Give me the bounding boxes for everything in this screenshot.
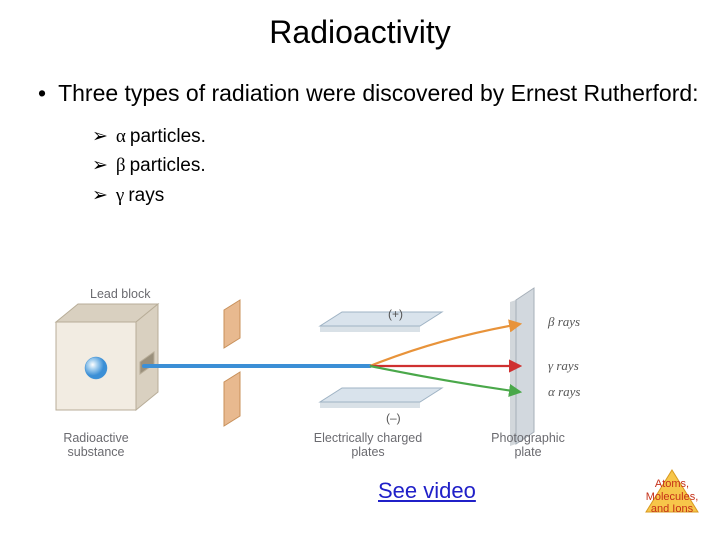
svg-text:Lead block: Lead block (90, 287, 151, 301)
beta-text: particles. (130, 151, 206, 180)
svg-text:β rays: β rays (547, 314, 580, 329)
chevron-icon: ➢ (92, 122, 108, 151)
svg-text:plate: plate (514, 445, 541, 459)
beta-symbol: β (116, 151, 126, 180)
sub-bullet-alpha: ➢ α particles. (92, 122, 720, 151)
main-bullet: • Three types of radiation were discovere… (38, 79, 720, 108)
svg-text:plates: plates (351, 445, 384, 459)
chevron-icon: ➢ (92, 151, 108, 180)
footer-line1: Atoms, (636, 478, 708, 491)
svg-text:Photographic: Photographic (491, 431, 565, 445)
svg-text:Electrically charged: Electrically charged (314, 431, 422, 445)
chevron-icon: ➢ (92, 181, 108, 210)
svg-text:(–): (–) (386, 411, 401, 425)
sub-bullet-list: ➢ α particles. ➢ β particles. ➢ γ rays (92, 122, 720, 210)
see-video-link[interactable]: See video (378, 478, 476, 504)
bullet-dot: • (38, 80, 46, 106)
alpha-symbol: α (116, 122, 126, 151)
footer-line2: Molecules, (636, 491, 708, 504)
svg-text:α rays: α rays (548, 384, 580, 399)
sub-bullet-beta: ➢ β particles. (92, 151, 720, 180)
alpha-text: particles. (130, 122, 206, 151)
footer-label: Atoms, Molecules, and Ions (636, 478, 708, 516)
main-bullet-text: Three types of radiation were discovered… (58, 80, 699, 106)
sub-bullet-gamma: ➢ γ rays (92, 181, 720, 210)
svg-text:(+): (+) (388, 307, 403, 321)
gamma-text: rays (128, 181, 164, 210)
footer-line3: and Ions (636, 503, 708, 516)
svg-text:γ rays: γ rays (548, 358, 579, 373)
svg-text:Radioactive: Radioactive (63, 431, 128, 445)
svg-text:substance: substance (68, 445, 125, 459)
page-title: Radioactivity (0, 0, 720, 51)
radiation-diagram: (+) (–) β rays γ rays α rays Lead block Radioa… (48, 282, 616, 460)
gamma-symbol: γ (116, 181, 124, 210)
